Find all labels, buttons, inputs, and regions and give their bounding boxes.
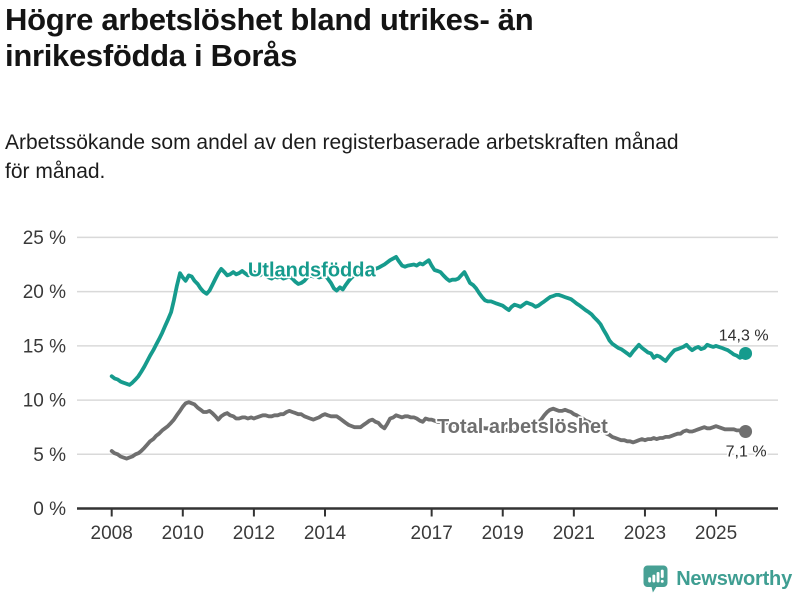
brand-footer: Newsworthy (643, 565, 792, 593)
y-axis-tick-label: 20 % (23, 282, 66, 303)
x-axis-tick-label: 2017 (411, 523, 453, 544)
series-end-dot-utlandsfodda (739, 346, 753, 360)
series-line-total (109, 400, 748, 461)
y-axis-tick-label: 5 % (33, 445, 66, 466)
x-axis-tick-label: 2019 (482, 523, 524, 544)
y-axis-tick-label: 10 % (23, 391, 66, 412)
series-label-utlandsfodda: Utlandsfödda (248, 259, 377, 281)
series-end-value-total: 7,1 % (726, 444, 767, 461)
page-title: Högre arbetslöshet bland utrikes- än inr… (5, 2, 534, 73)
x-axis-tick-label: 2008 (91, 523, 133, 544)
y-axis-tick-label: 0 % (33, 499, 66, 520)
x-axis-tick-label: 2014 (304, 523, 347, 544)
newsworthy-logo-icon (643, 565, 668, 593)
series-line-utlandsfodda (109, 254, 748, 387)
x-axis-tick-label: 2023 (624, 523, 666, 544)
series-end-value-utlandsfodda: 14,3 % (719, 327, 769, 344)
series-label-total: Total arbetslöshet (437, 416, 608, 438)
x-axis-tick-label: 2012 (233, 523, 275, 544)
brand-name: Newsworthy (676, 567, 792, 590)
x-axis-tick-label: 2025 (695, 523, 737, 544)
x-axis-tick-label: 2021 (553, 523, 595, 544)
chart-subtitle: Arbetssökande som andel av den registerb… (5, 131, 679, 183)
y-axis-tick-label: 25 % (23, 228, 66, 249)
series-end-dot-total (739, 425, 753, 439)
x-axis-tick-label: 2010 (162, 523, 204, 544)
y-axis-tick-label: 15 % (23, 336, 66, 357)
